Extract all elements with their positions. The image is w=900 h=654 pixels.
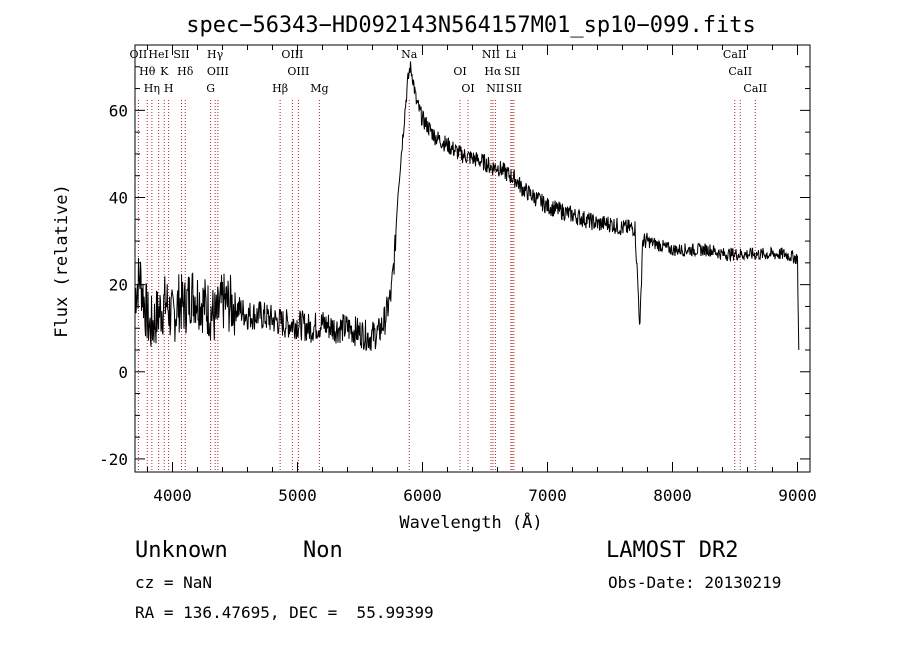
line-marker-label: K xyxy=(160,65,169,78)
y-tick-label: 0 xyxy=(118,363,128,382)
x-tick-label: 7000 xyxy=(528,486,567,505)
line-marker-label: Hα xyxy=(484,65,502,78)
line-marker-label: CaII xyxy=(743,82,767,95)
line-marker-label: OIII xyxy=(281,48,303,61)
line-marker-label: SII xyxy=(504,65,520,78)
line-marker-label: OIII xyxy=(287,65,309,78)
line-marker-layer: OIIHθHηHeIKHSIIHδGHγOIIIHβOIIIOIIIMgNaOI… xyxy=(130,48,767,472)
y-axis-label: Flux (relative) xyxy=(52,184,72,338)
coordinates-text: RA = 136.47695, DEC = 55.99399 xyxy=(135,603,434,622)
line-marker-label: Na xyxy=(401,48,418,61)
x-tick-label: 6000 xyxy=(403,486,442,505)
spectrum-series-layer xyxy=(134,61,800,351)
line-marker-label: CaII xyxy=(728,65,752,78)
line-marker-label: NII xyxy=(482,48,500,61)
chart-title: spec−56343−HD092143N564157M01_sp10−099.f… xyxy=(186,13,756,38)
subclass-label: Non xyxy=(303,538,343,563)
axes-layer: 4000 5000 6000 7000 8000 9000 -20 0 20 40 60 xyxy=(99,44,817,505)
survey-label: LAMOST DR2 xyxy=(606,538,739,563)
spectrum-line xyxy=(134,61,800,351)
line-marker-label: Li xyxy=(505,48,516,61)
line-marker-label: NII xyxy=(486,82,504,95)
plot-frame xyxy=(134,44,811,473)
class-label: Unknown xyxy=(135,538,228,563)
line-marker-label: Hβ xyxy=(272,82,288,95)
line-marker-label: Hη xyxy=(144,82,160,95)
x-tick-label: 5000 xyxy=(278,486,317,505)
line-marker-label: HeI xyxy=(148,48,168,61)
y-tick-label: 40 xyxy=(109,189,128,208)
x-axis-label: Wavelength (Å) xyxy=(399,511,542,533)
redshift-text: cz = NaN xyxy=(135,573,213,592)
line-marker-label: Hδ xyxy=(177,65,194,78)
line-marker-label: H xyxy=(164,82,174,95)
line-marker-label: OII xyxy=(130,48,148,61)
line-marker-label: SII xyxy=(173,48,189,61)
obs-date-text: Obs-Date: 20130219 xyxy=(608,573,782,592)
line-marker-label: OI xyxy=(461,82,474,95)
line-marker-label: G xyxy=(206,82,215,95)
y-tick-label: 60 xyxy=(109,101,128,120)
y-tick-label: 20 xyxy=(109,276,128,295)
line-marker-label: Hγ xyxy=(207,48,224,61)
y-tick-label: -20 xyxy=(99,450,128,469)
line-marker-label: Hθ xyxy=(139,65,156,78)
x-tick-label: 8000 xyxy=(653,486,692,505)
line-marker-label: Mg xyxy=(310,82,328,95)
line-marker-label: CaII xyxy=(723,48,747,61)
line-marker-label: OI xyxy=(453,65,466,78)
line-marker-label: SII xyxy=(506,82,522,95)
x-tick-label: 4000 xyxy=(153,486,192,505)
x-tick-label: 9000 xyxy=(778,486,817,505)
line-marker-label: OIII xyxy=(207,65,229,78)
